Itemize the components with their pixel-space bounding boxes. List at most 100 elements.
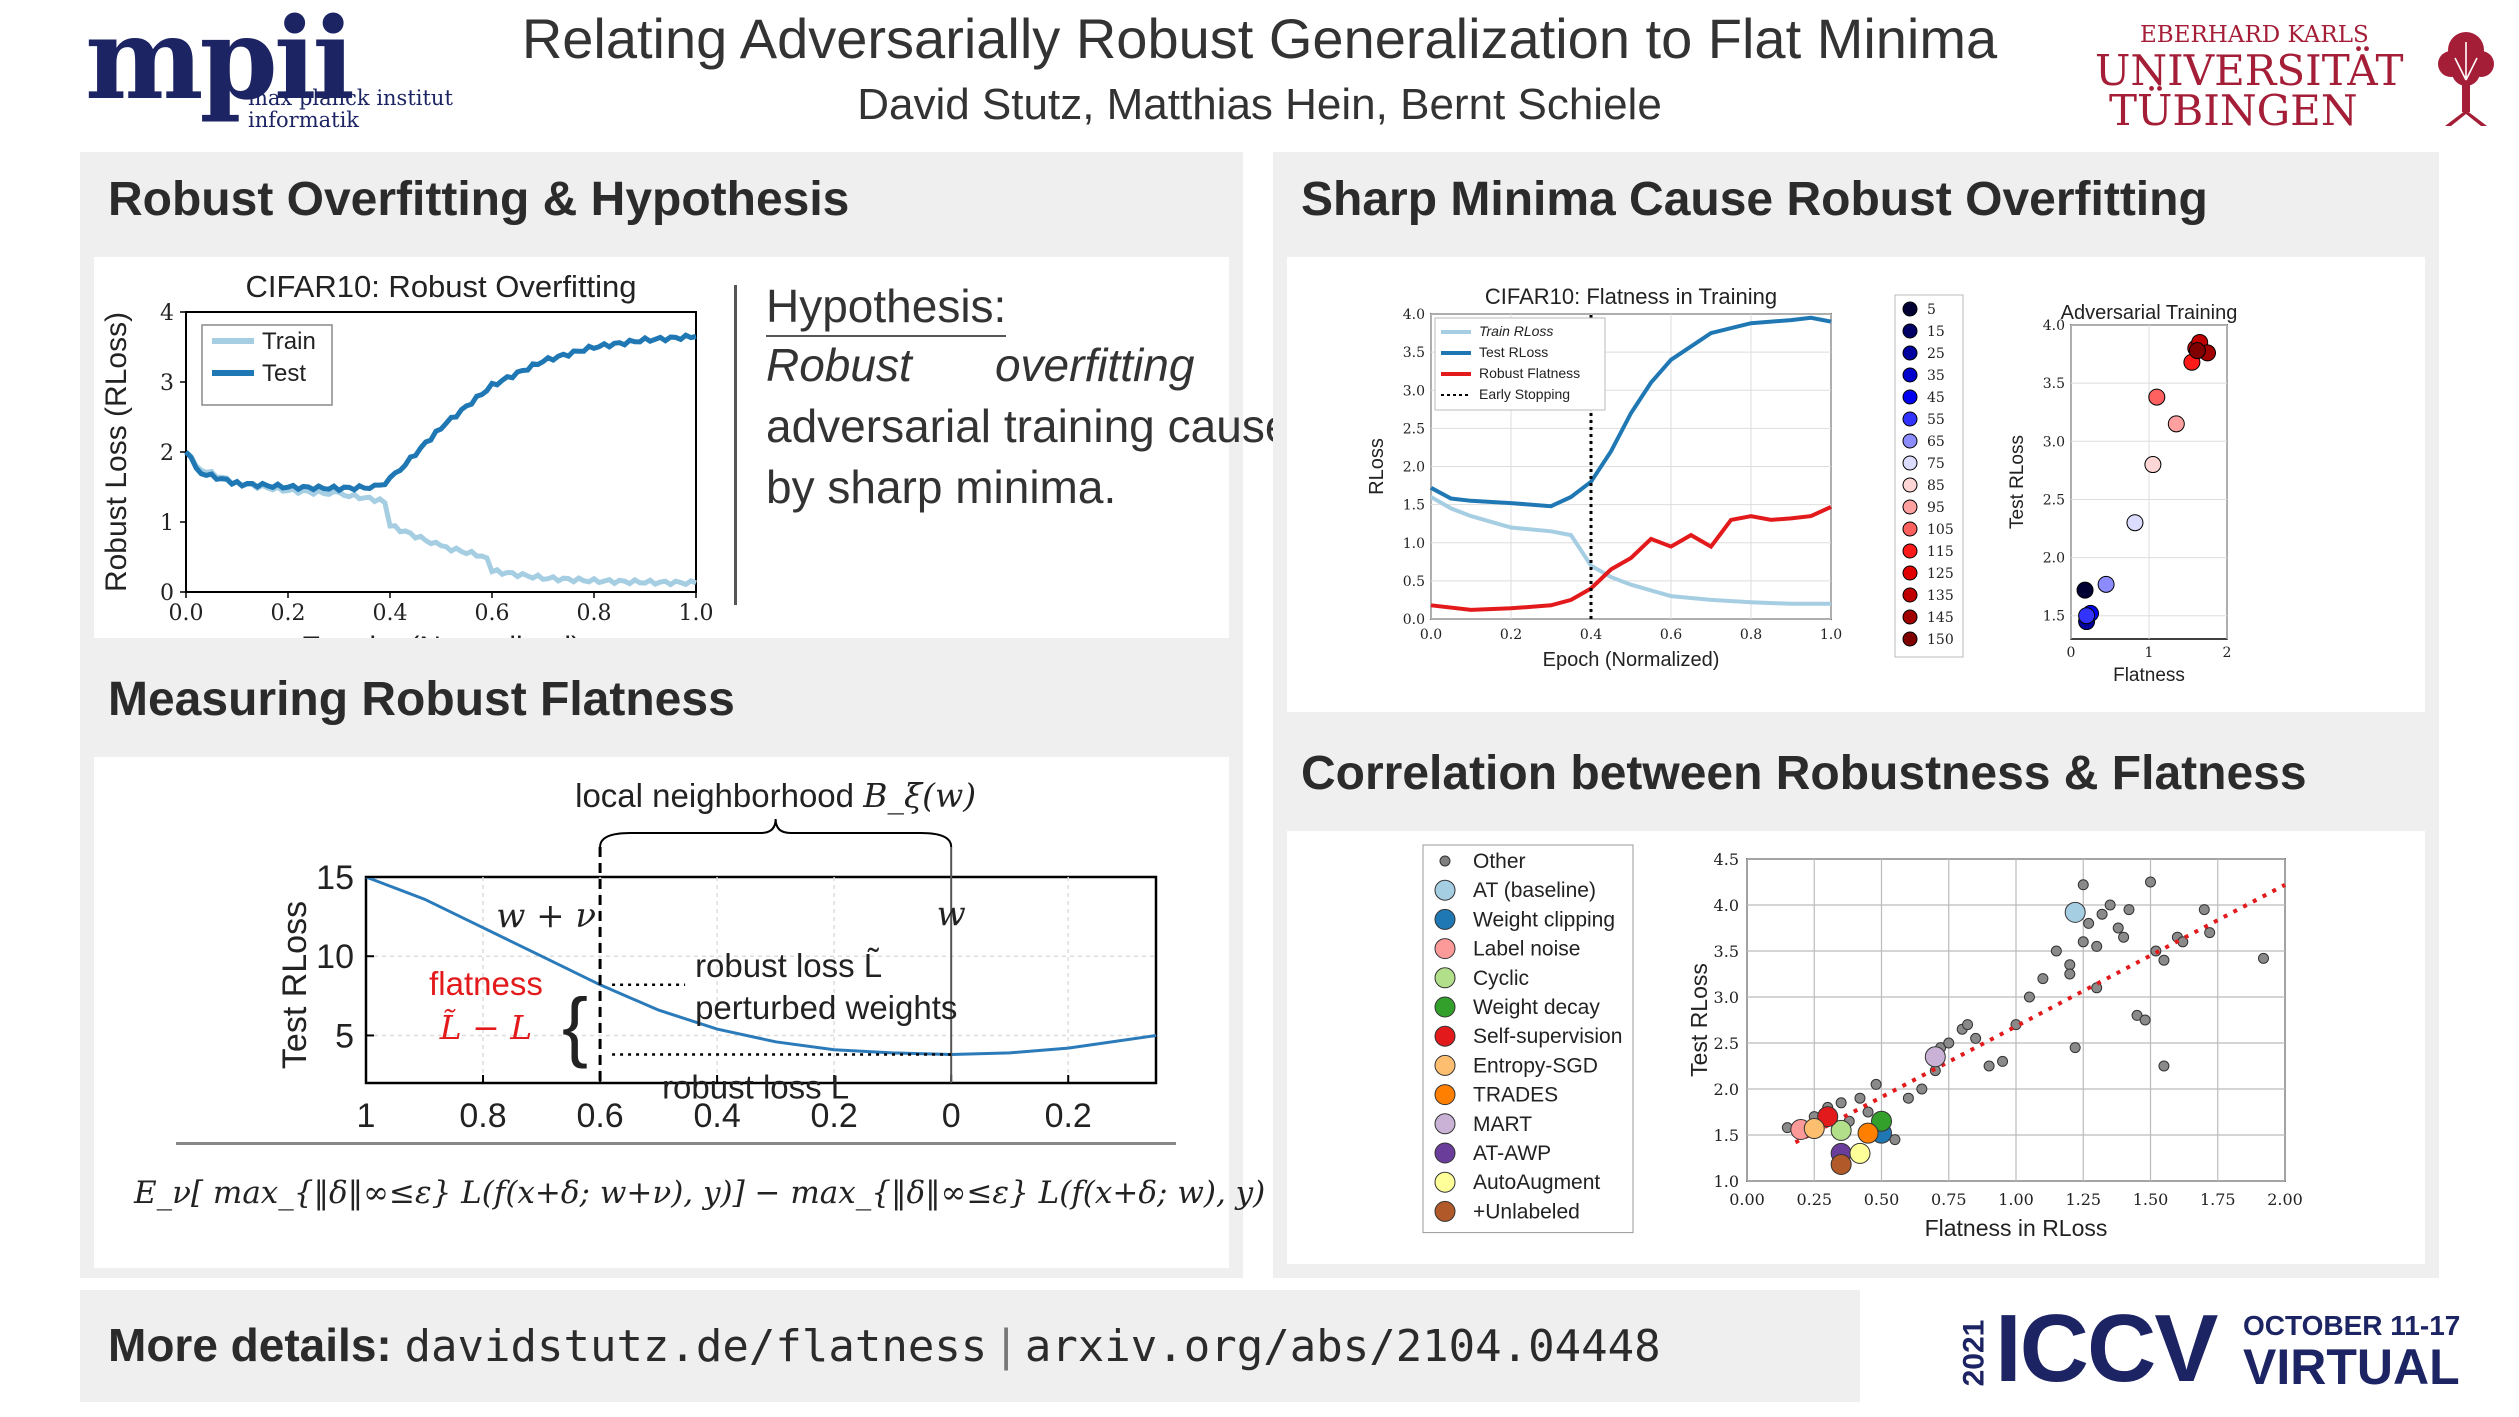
x-tick-label: 0.4: [693, 1097, 740, 1135]
method-point: [1857, 1122, 1879, 1144]
trend-line: [1794, 883, 2286, 1145]
x-tick-label: 0.00: [1729, 1190, 1765, 1209]
perturbed-weights-label: perturbed weights: [695, 989, 957, 1026]
legend-label: TRADES: [1473, 1084, 1558, 1107]
epoch-label: 125: [1927, 566, 1954, 582]
y-axis-label: Test RLoss: [276, 901, 314, 1069]
epoch-swatch: [1902, 433, 1918, 449]
x-tick-label: 0.6: [475, 601, 510, 626]
scatter-point: [2144, 456, 2162, 474]
other-point: [1889, 1134, 1901, 1146]
other-point: [1870, 1078, 1882, 1090]
correlation-scatter-chart: Other AT (baseline) Weight clipping Label n…: [1422, 844, 2303, 1241]
legend-label: Early Stopping: [1479, 386, 1570, 402]
epoch-swatch: [1902, 631, 1918, 647]
neighborhood-brace: [599, 818, 953, 848]
y-tick-label: 2.5: [1403, 421, 1425, 437]
flatness-training-chart: 0.0 0.2 0.4 0.6 0.8 1.0 0.0 0.5 1.0 1.5 2.0 2.5 3.0 3…: [1366, 284, 2237, 686]
y-tick-label: 4: [160, 301, 174, 326]
other-point: [2096, 908, 2108, 920]
other-point: [2064, 968, 2076, 980]
x-axis-label: Flatness: [2113, 665, 2185, 686]
scatter-point: [2167, 415, 2185, 433]
other-point: [1997, 1055, 2009, 1067]
series-line: [1430, 505, 1832, 612]
arxiv-link[interactable]: arxiv.org/abs/2104.04448: [1024, 1321, 1661, 1372]
panel-title: Robust Overfitting & Hypothesis: [108, 173, 850, 226]
hypothesis-text: Robust overfitting of adversarial traini…: [766, 335, 1316, 518]
legend-swatch: [1439, 855, 1451, 867]
legend-label: Cyclic: [1473, 967, 1529, 990]
x-tick-label: 0.8: [1740, 627, 1762, 643]
legend-label: Weight clipping: [1473, 908, 1615, 931]
iccv-year: 2021: [1957, 1319, 1991, 1387]
other-point: [1983, 1060, 1995, 1072]
other-point: [2145, 876, 2156, 888]
y-tick-label: 1.5: [1403, 498, 1425, 514]
flatness-illustration-chart: 10.80.60.40.200.251015Step in random dir…: [276, 776, 1158, 1135]
project-link[interactable]: davidstutz.de/flatness: [404, 1321, 988, 1372]
legend-label: Train RLoss: [1479, 323, 1553, 339]
epoch-swatch: [1902, 565, 1918, 581]
legend-swatch: [1434, 879, 1456, 901]
flatness-formula: E_ν[ max_{‖δ‖∞≤ε} L(f(x+δ; w+ν), y)] − m…: [134, 1175, 1266, 1211]
legend-box: [1422, 844, 1634, 1234]
legend-label: Weight decay: [1473, 996, 1600, 1019]
x-tick-label: 2: [2223, 645, 2232, 661]
y-axis-label: RLoss: [1366, 438, 1388, 495]
epoch-swatch: [1902, 301, 1918, 317]
hypothesis-heading: Hypothesis:: [766, 279, 1007, 337]
legend-swatch: [1434, 1084, 1456, 1106]
x-tick-label: 2.00: [2267, 1190, 2303, 1209]
legend-label: Other: [1473, 850, 1526, 873]
legend-swatch: [1434, 938, 1456, 960]
iccv-dates: OCTOBER 11-17: [2243, 1310, 2461, 1341]
other-point: [2123, 904, 2135, 916]
series-line: [1430, 315, 1832, 509]
footer-bar: More details: davidstutz.de/flatness | a…: [80, 1290, 1860, 1402]
x-tick-label: 0.0: [1420, 627, 1442, 643]
x-tick-label: 0.6: [576, 1097, 623, 1135]
tuebingen-logo: EBERHARD KARLS UNIVERSITÄT TÜBINGEN: [2085, 22, 2505, 137]
robust-loss-label: robust loss L: [662, 1068, 849, 1105]
panel-body: Other AT (baseline) Weight clipping Label n…: [1287, 831, 2425, 1264]
robust-loss-tilde-label: robust loss L̃: [695, 947, 882, 984]
other-point: [2257, 952, 2269, 964]
y-tick-label: 4.0: [1403, 307, 1425, 323]
chart-title: CIFAR10: Robust Overfitting: [245, 269, 636, 304]
tue-line1: EBERHARD KARLS: [2140, 22, 2369, 48]
series-line: [1430, 495, 1831, 606]
other-point: [2118, 931, 2130, 943]
legend-swatch: [1434, 1054, 1456, 1076]
other-point: [2083, 917, 2095, 929]
method-point: [1871, 1110, 1892, 1132]
y-tick-label: 1: [160, 511, 174, 536]
scatter-point: [2078, 607, 2096, 625]
other-point: [2064, 959, 2076, 971]
other-point: [1902, 1092, 1914, 1104]
tue-line2: UNIVERSITÄT: [2095, 46, 2404, 95]
epoch-swatch: [1902, 389, 1918, 405]
legend-label: AT (baseline): [1473, 879, 1596, 902]
epoch-swatch: [1902, 499, 1918, 515]
y-axis-label: Test RLoss: [2007, 435, 2028, 529]
y-tick-label: 3.5: [1403, 345, 1425, 361]
x-tick-label: 0.75: [1931, 1190, 1967, 1209]
method-point: [1830, 1119, 1852, 1141]
neighborhood-label: local neighborhood B_ξ(w): [575, 776, 976, 816]
y-tick-label: 2.0: [1714, 1080, 1739, 1099]
x-tick-label: 0: [942, 1097, 961, 1135]
x-tick-label: 0.0: [169, 601, 204, 626]
panel-body: 0.0 0.2 0.4 0.6 0.8 1.0 0.0 0.5 1.0 1.5 2.0 2.5 3.0 3…: [1287, 257, 2425, 712]
scatter-point: [2097, 575, 2115, 593]
robust-overfitting-chart: CIFAR10: Robust Overfitting 0.0 0.2 0.4 0.6 0…: [100, 269, 714, 638]
panel-sharp-minima: Sharp Minima Cause Robust Overfitting 0.…: [1273, 152, 2439, 726]
legend-swatch: [1434, 1113, 1456, 1135]
y-tick-label: 3: [160, 371, 174, 396]
legend-swatch: [1434, 1171, 1456, 1193]
epoch-label: 25: [1927, 346, 1945, 362]
y-tick-label: 4.0: [1714, 896, 1739, 915]
formula-divider: [176, 1142, 1176, 1145]
y-tick-label: 2: [160, 441, 174, 466]
y-tick-label: 0: [160, 581, 174, 606]
